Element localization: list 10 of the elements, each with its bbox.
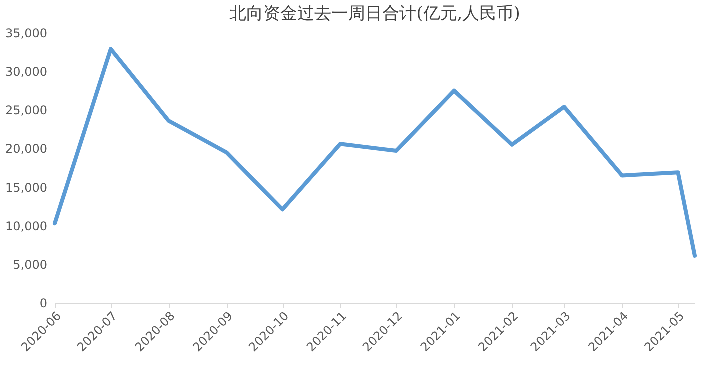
y-tick-label: 5,000 — [13, 258, 48, 272]
y-tick-label: 30,000 — [6, 65, 48, 80]
y-tick-label: 20,000 — [6, 142, 48, 156]
y-tick-label: 25,000 — [6, 104, 48, 118]
line-series — [53, 47, 697, 258]
y-tick-label: 0 — [40, 296, 48, 310]
chart-title: 北向资金过去一周日合计(亿元,人民币) — [230, 4, 520, 24]
y-tick-label: 15,000 — [6, 180, 48, 195]
y-tick-label: 10,000 — [6, 219, 48, 234]
y-tick-label: 35,000 — [6, 26, 48, 40]
